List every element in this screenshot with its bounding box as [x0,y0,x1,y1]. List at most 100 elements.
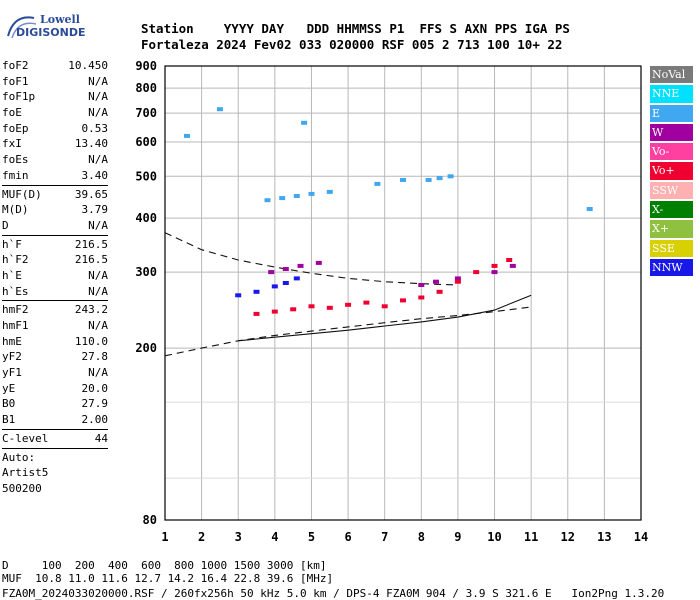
param-label: yF2 [2,350,22,364]
param-value: 27.9 [81,397,109,411]
data-point-vo [271,309,278,314]
data-point-vo [345,302,352,307]
legend-item-vo: Vo+ [650,162,693,180]
logo-lowell: Lowell [40,13,80,26]
data-point-vo [308,304,315,309]
x-tick-label: 5 [308,530,315,544]
x-tick-label: 8 [418,530,425,544]
legend-item-vo: Vo- [650,143,693,161]
data-point-w [509,263,516,268]
param-label: foF1p [2,90,36,104]
x-tick-label: 7 [381,530,388,544]
param-label: M(D) [2,203,29,217]
param-row: B0 27.9 [2,396,108,412]
x-tick-label: 6 [344,530,351,544]
param-value: N/A [88,218,108,232]
plot-frame [164,65,642,521]
param-row: h`E N/A [2,268,108,284]
data-point-e [216,107,223,112]
param-value: 2.00 [81,413,109,427]
param-row: h`F2 216.5 [2,252,108,268]
data-point-vo [400,298,406,303]
y-tick-label: 500 [135,169,157,183]
param-label: fmin [2,168,29,182]
data-point-w [297,263,304,268]
x-tick-label: 2 [198,530,205,544]
param-value: N/A [88,366,108,380]
param-label: foEp [2,121,29,135]
param-row: MUF(D) 39.65 [2,187,108,203]
param-label: hmF1 [2,319,29,332]
data-point-e [279,196,286,201]
param-label: foF1 [2,74,29,88]
y-tick-label: 900 [135,59,157,73]
param-row: hmF1 N/A [2,318,108,334]
auto-text: Artist5 [2,466,49,480]
data-point-vo [326,305,333,310]
param-value: N/A [88,90,108,104]
param-label: foEs [2,153,29,167]
x-tick-label: 12 [561,530,575,544]
param-row: foEs N/A [2,152,108,168]
param-value: N/A [88,319,108,332]
param-row: B1 2.00 [2,412,108,428]
header-row-labels: Station YYYY DAY DDD HHMMSS P1 FFS S AXN… [141,21,570,36]
x-tick-label: 10 [487,530,501,544]
param-label: D [2,218,9,232]
param-label: h`F [2,237,22,251]
data-point-vo [418,295,425,300]
param-label: yE [2,381,16,395]
data-point-vo [436,289,443,294]
param-value: N/A [88,153,108,167]
param-value: 243.2 [74,303,108,317]
data-point-w [491,270,498,275]
param-label: hmF2 [2,303,29,317]
data-point-vo [506,258,513,262]
legend-item-x: X+ [650,220,693,238]
data-point-e [308,191,315,196]
separator [2,300,108,302]
param-value: 27.8 [81,350,109,364]
param-row: M(D) 3.79 [2,202,108,218]
param-value: 110.0 [74,334,108,348]
y-tick-label: 700 [135,106,157,120]
data-point-e [293,194,300,198]
data-point-w [268,270,275,275]
data-point-w [418,283,425,287]
data-point-e [374,181,381,186]
param-value: 216.5 [74,237,108,251]
param-value: 3.40 [81,168,109,182]
data-point-vo [491,263,498,268]
x-tick-label: 13 [597,530,611,544]
param-label: MUF(D) [2,187,42,201]
data-point-vo [363,300,370,305]
data-point-vo [454,279,461,284]
param-row: yF2 27.8 [2,349,108,365]
param-row: fxI 13.40 [2,136,108,152]
param-value: 13.40 [74,137,108,151]
x-tick-label: 14 [634,530,648,544]
param-label: h`F2 [2,253,29,267]
separator [2,234,108,236]
y-tick-label: 300 [135,265,157,279]
param-value: 20.0 [81,381,109,395]
y-tick-label: 800 [135,81,157,95]
dashed-profile-curve [164,232,458,286]
legend-item-nnw: NNW [650,258,693,277]
data-point-w [454,276,461,281]
y-tick-label: 600 [135,135,157,149]
data-point-e [264,198,271,203]
data-point-e [301,120,308,125]
param-label: yF1 [2,366,22,380]
data-point-nnw [282,281,289,285]
logo-digisonde: DIGISONDE [16,26,86,39]
data-point-e [400,178,406,182]
parameter-panel: foF2 10.450 foF1 N/A foF1p N/A foE N/A foEp 0.53 f… [2,58,108,497]
param-row: h`Es N/A [2,284,108,300]
param-value: 10.450 [68,59,108,72]
x-tick-label: 9 [454,530,461,544]
param-value: N/A [88,106,108,120]
auto-text: 500200 [2,481,42,495]
auto-text: Auto: [2,450,36,464]
param-row: foF2 10.450 [2,58,108,74]
